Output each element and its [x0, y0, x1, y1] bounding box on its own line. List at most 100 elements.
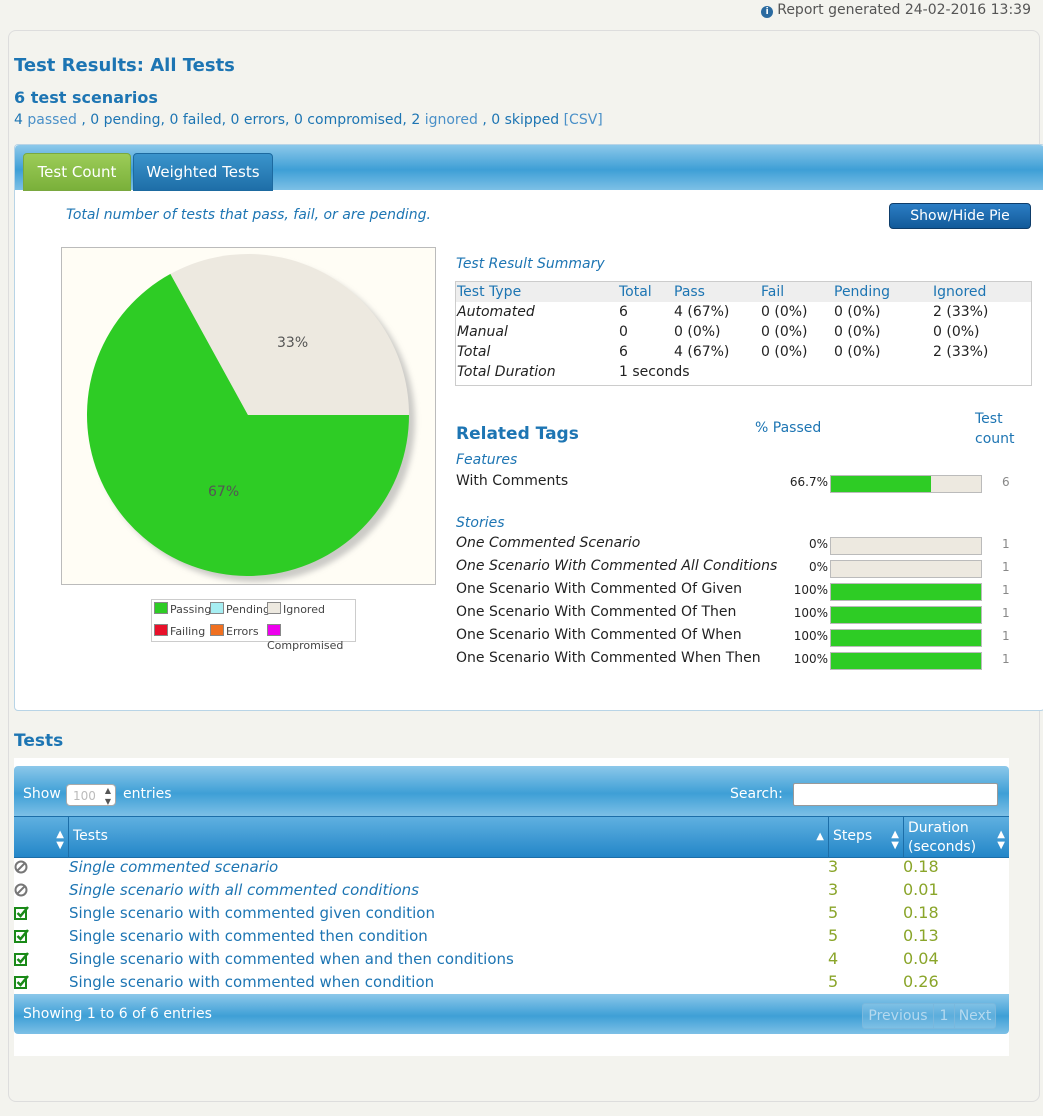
tag-row-story: One Scenario With Commented When Then 100… — [456, 650, 1016, 670]
test-link[interactable]: Single scenario with commented given con… — [69, 904, 435, 922]
test-link[interactable]: Single scenario with commented when and … — [69, 950, 514, 968]
th-steps[interactable]: Steps ▲ ▼ — [828, 817, 904, 857]
passed-count: 4 — [14, 112, 23, 128]
passed-link[interactable]: passed — [27, 112, 77, 128]
cell: 1 seconds — [619, 364, 690, 380]
summary-row-duration: Total Duration 1 seconds — [456, 362, 1031, 382]
test-steps: 4 — [828, 949, 839, 968]
table-info: Showing 1 to 6 of 6 entries — [23, 1006, 212, 1022]
tag-link[interactable]: One Scenario With Commented Of When — [456, 627, 742, 643]
cell: 2 (33%) — [933, 344, 989, 360]
legend-compromised: Compromised — [267, 624, 355, 652]
test-link[interactable]: Single scenario with commented when cond… — [69, 973, 435, 991]
cell: 0 (0%) — [761, 304, 808, 320]
cell: 0 (0%) — [674, 324, 721, 340]
entries-value: 100 — [73, 789, 96, 803]
test-link[interactable]: Single commented scenario — [69, 858, 279, 876]
tag-count: 1 — [1002, 560, 1010, 574]
tag-count: 6 — [1002, 475, 1010, 489]
cell: 0 (0%) — [761, 324, 808, 340]
tag-row-story: One Scenario With Commented Of Then 100% 1 — [456, 604, 1016, 624]
tests-heading: Tests — [14, 731, 64, 751]
passed-icon — [14, 975, 29, 989]
table-row: Single scenario with commented when cond… — [14, 971, 1009, 994]
legend-errors: Errors — [210, 624, 259, 638]
test-duration: 0.18 — [903, 857, 939, 876]
col-fail: Fail — [761, 284, 785, 300]
legend-label: Compromised — [267, 639, 344, 652]
tag-link[interactable]: With Comments — [456, 473, 569, 489]
summary-row-automated: Automated 6 4 (67%) 0 (0%) 0 (0%) 2 (33%… — [456, 302, 1031, 322]
tag-progress-fill — [831, 607, 981, 623]
passed-icon — [14, 906, 29, 920]
tag-pct: 100% — [793, 583, 828, 597]
tag-link[interactable]: One Scenario With Commented All Conditio… — [456, 558, 778, 574]
tests-table-header: ▲ ▼ Tests ▲ Steps ▲ ▼ Duration (seconds) ▲ ▼ — [14, 816, 1009, 858]
th-tests[interactable]: Tests ▲ — [68, 817, 829, 857]
previous-button[interactable]: Previous — [863, 1004, 934, 1028]
tag-progress-bar — [830, 537, 982, 555]
summary-skipped: , 0 skipped — [482, 112, 560, 128]
report-generated: i Report generated 24-02-2016 13:39 — [761, 2, 1031, 18]
next-button[interactable]: Next — [958, 1008, 992, 1024]
th-duration[interactable]: Duration (seconds) ▲ ▼ — [903, 817, 1009, 857]
csv-link[interactable]: [CSV] — [563, 112, 603, 128]
test-duration: 0.18 — [903, 903, 939, 922]
spinner-icon: ▲ ▼ — [104, 786, 111, 806]
th-status[interactable]: ▲ ▼ — [14, 817, 69, 857]
page-title: Test Results: All Tests — [14, 55, 235, 76]
tests-table-panel: Show 100 ▲ ▼ entries Search: ▲ ▼ Tests ▲ Ste… — [14, 758, 1009, 1056]
tag-link[interactable]: One Scenario With Commented Of Given — [456, 581, 742, 597]
tag-pct: 0% — [808, 560, 828, 574]
tag-progress-bar — [830, 606, 982, 624]
info-icon: i — [761, 6, 774, 18]
tag-link[interactable]: One Commented Scenario — [456, 535, 641, 551]
legend-label: Pending — [226, 603, 270, 616]
entries-select[interactable]: 100 ▲ ▼ — [66, 784, 116, 806]
pie-label-passing: 67% — [208, 484, 239, 500]
tag-pct: 0% — [808, 537, 828, 551]
sort-icon: ▲ ▼ — [56, 829, 64, 851]
tag-link[interactable]: One Scenario With Commented When Then — [456, 650, 761, 666]
legend-label: Passing — [170, 603, 212, 616]
tag-progress-bar — [830, 475, 982, 493]
cell: 0 (0%) — [834, 344, 881, 360]
legend-ignored: Ignored — [267, 602, 325, 616]
th-duration-line2: (seconds) — [908, 839, 977, 855]
th-duration-label: Duration (seconds) — [908, 819, 976, 857]
cell: 6 — [619, 344, 628, 360]
tag-pct: 100% — [793, 652, 828, 666]
tag-progress-fill — [831, 476, 932, 492]
page-1-button[interactable]: 1 — [934, 1004, 955, 1028]
legend-swatch — [154, 624, 168, 636]
table-row: Single scenario with commented when and … — [14, 948, 1009, 971]
cell: 0 (0%) — [834, 304, 881, 320]
pie-slice-passing — [87, 273, 410, 576]
search-input[interactable] — [793, 783, 998, 806]
tab-test-count[interactable]: Test Count — [23, 153, 131, 191]
show-hide-pie-chart-button[interactable]: Show/Hide Pie Chart — [889, 203, 1031, 248]
sort-icon: ▲ ▼ — [891, 829, 899, 851]
tag-count: 1 — [1002, 583, 1010, 597]
summary-header-row: Test Type Total Pass Fail Pending Ignore… — [456, 282, 1031, 302]
tab-weighted-tests[interactable]: Weighted Tests — [133, 153, 273, 191]
result-summary-title: Test Result Summary — [456, 256, 605, 272]
summary-row-total: Total 6 4 (67%) 0 (0%) 0 (0%) 2 (33%) — [456, 342, 1031, 362]
cell: Total Duration — [457, 364, 556, 380]
tag-row-story: One Scenario With Commented Of Given 100%… — [456, 581, 1016, 601]
tag-link[interactable]: One Scenario With Commented Of Then — [456, 604, 737, 620]
pie-legend: Passing Pending Ignored Failing Errors C… — [151, 599, 356, 652]
table-row: Single scenario with all commented condi… — [14, 879, 1009, 902]
test-link[interactable]: Single scenario with commented then cond… — [69, 927, 428, 945]
col-pass: Pass — [674, 284, 705, 300]
result-summary-table: Test Type Total Pass Fail Pending Ignore… — [455, 281, 1032, 386]
cell: 0 (0%) — [761, 344, 808, 360]
ignored-link[interactable]: ignored — [424, 112, 478, 128]
test-link[interactable]: Single scenario with all commented condi… — [69, 881, 419, 899]
legend-label: Failing — [170, 625, 206, 638]
th-steps-label: Steps — [833, 828, 873, 844]
col-ignored: Ignored — [933, 284, 987, 300]
tag-row-story: One Scenario With Commented Of When 100% 1 — [456, 627, 1016, 647]
col-pending: Pending — [834, 284, 890, 300]
legend-label: Ignored — [283, 603, 325, 616]
